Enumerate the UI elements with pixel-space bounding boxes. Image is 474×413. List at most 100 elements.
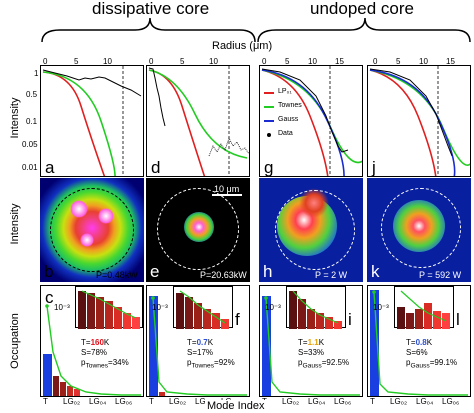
occupation-bars-i <box>262 296 360 396</box>
inset-c: 10⁻³ <box>54 286 143 329</box>
entropy-c: S=78% <box>81 348 108 357</box>
panel-label-d: d <box>151 158 161 177</box>
panel-label-b: b <box>44 262 54 281</box>
profile-plot-d: d <box>146 65 250 177</box>
bar-T <box>262 296 271 396</box>
legend-swatch <box>267 133 271 137</box>
intensity-map-e: 10 μm e P=20.63kW <box>146 178 250 282</box>
temperature-c: T=160K <box>81 338 129 348</box>
panel-label-f: f <box>235 310 240 329</box>
stats-l: T=0.8K S=6% pGauss=99.1% <box>406 338 457 372</box>
power-label-k: P = 592 W <box>419 270 462 280</box>
inset-l: 10⁻³ <box>373 286 454 329</box>
temperature-i: T=1.1K <box>298 338 349 348</box>
t-unit: K <box>207 338 214 347</box>
bar-T <box>370 290 379 396</box>
inset-bars-l <box>397 290 450 329</box>
panel-label-i: i <box>348 310 352 329</box>
tick: 5 <box>180 57 185 66</box>
legend-label: Townes <box>278 102 302 109</box>
stats-i: T=1.1K S=33% pGauss=92.5% <box>298 338 349 372</box>
tick: LG₀₄ <box>195 397 213 406</box>
purity-l: pGauss=99.1% <box>406 358 457 372</box>
legend-swatch <box>264 120 274 122</box>
tick: LG₀₄ <box>416 397 434 406</box>
radius-axis-label: Radius (μm) <box>212 40 273 52</box>
legend-label: Data <box>278 130 293 137</box>
header-dissipative-core: dissipative core <box>92 0 210 18</box>
tick: 10 <box>419 57 428 66</box>
intensity-axis-label: Intensity <box>9 97 21 139</box>
tick: 5 <box>285 57 290 66</box>
occupation-bars-f <box>149 296 247 396</box>
purity-c: pTownes=34% <box>81 358 129 372</box>
purity-f: pTownes=92% <box>187 358 235 372</box>
occupation-bars-l <box>370 290 468 396</box>
bar-T <box>43 354 52 396</box>
tick: 0 <box>373 57 378 66</box>
core-boundary <box>50 188 134 272</box>
p-sub: Gauss <box>302 362 322 370</box>
p-value: =34% <box>108 358 129 367</box>
t-unit: K <box>318 338 325 347</box>
t-unit: K <box>426 338 433 347</box>
bar <box>159 392 165 396</box>
entropy-i: S=33% <box>298 348 325 357</box>
bar <box>74 389 80 396</box>
tick: 5 <box>74 57 79 66</box>
tick: LG₀₄ <box>308 397 326 406</box>
tick: LG₀₂ <box>390 397 408 406</box>
panel-label-a: a <box>45 158 55 177</box>
t-prefix: T= <box>406 338 416 347</box>
tick: 0.01 <box>22 163 38 172</box>
tick: 0 <box>149 57 154 66</box>
tick: 15 <box>446 57 455 66</box>
purity-i: pGauss=92.5% <box>298 358 349 372</box>
tick: LG₀₆ <box>115 397 133 406</box>
p-sub: Townes <box>191 362 215 370</box>
occupation-plot-i: i 10⁻³ T=1.1K S=33% pGauss=92.5% <box>259 285 363 397</box>
t-prefix: T= <box>187 338 197 347</box>
t-value: 160 <box>90 338 104 347</box>
p-value: =92.5% <box>321 358 350 367</box>
tick: T <box>370 397 375 406</box>
temperature-f: T=0.7K <box>187 338 235 348</box>
profile-plot-a: a <box>40 65 144 177</box>
legend-label: LP₀₁ <box>278 88 292 95</box>
inset-ytick: 10⁻³ <box>373 303 389 312</box>
occupation-plot-c: c 10⁻³ T=160K S=78% pTownes=34% <box>40 285 144 397</box>
entropy-f: S=17% <box>187 348 214 357</box>
profile-curves-a <box>42 66 142 176</box>
p-prefix: p <box>406 358 411 367</box>
tick: 10 <box>209 57 218 66</box>
tick: LG₀₂ <box>169 397 187 406</box>
power-label-e: P=20.63kW <box>200 270 247 280</box>
core-boundary <box>381 188 461 268</box>
occupation-axis-label: Occupation <box>9 313 21 369</box>
tick: LG₀₂ <box>282 397 300 406</box>
panel-label-h: h <box>263 262 273 281</box>
inset-i: 10⁻³ <box>265 286 346 329</box>
inset-bars-c <box>78 290 140 329</box>
scale-bar-label: 10 μm <box>214 184 240 194</box>
inset-ytick: 10⁻³ <box>54 303 70 312</box>
p-sub: Townes <box>85 362 109 370</box>
panel-label-k: k <box>371 262 380 281</box>
tick: 0.5 <box>26 90 38 99</box>
t-unit: K <box>103 338 110 347</box>
inset-bars-f <box>176 290 229 329</box>
panel-label-e: e <box>150 262 160 281</box>
tick: 1 <box>34 69 39 78</box>
intensity-map-h: h P = 2 W <box>259 178 363 282</box>
legend-swatch <box>264 106 274 108</box>
left-brace <box>41 17 256 43</box>
entropy-l: S=6% <box>406 348 428 357</box>
tick: 0 <box>262 57 267 66</box>
panel-label-c: c <box>45 288 54 307</box>
tick: 0 <box>43 57 48 66</box>
stats-f: T=0.7K S=17% pTownes=92% <box>187 338 235 372</box>
profile-curves-d <box>148 66 249 176</box>
tick: LG₀₂ <box>63 397 81 406</box>
t-value: 0.7 <box>196 338 208 347</box>
